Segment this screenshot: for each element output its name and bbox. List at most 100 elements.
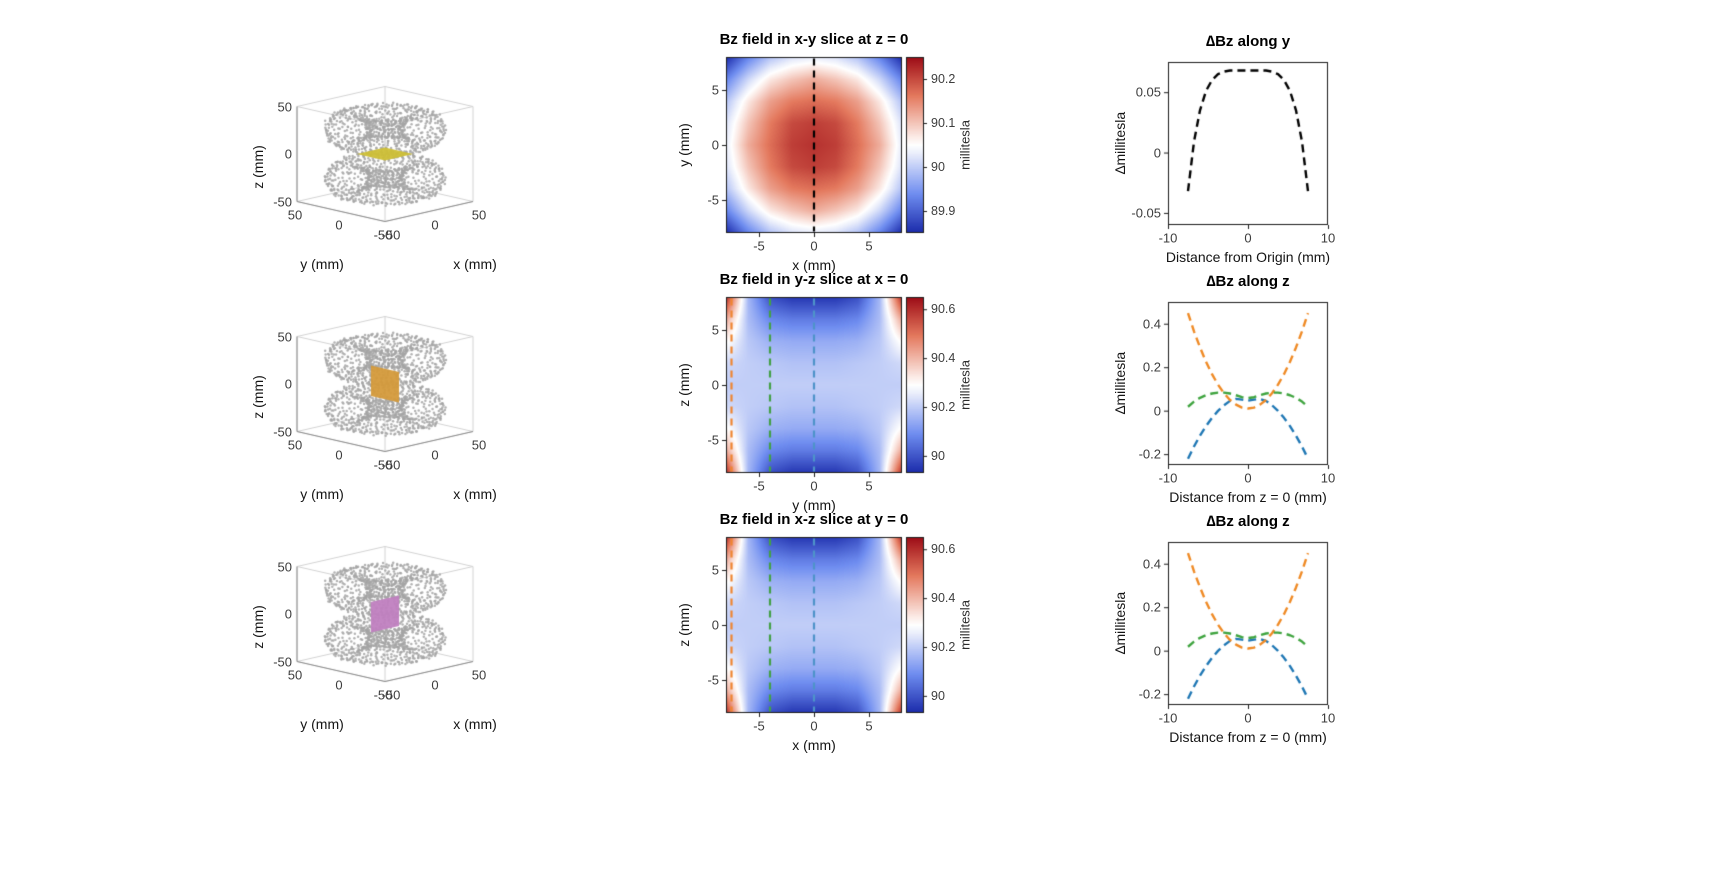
x-axis-label: x (mm) — [453, 486, 497, 502]
tick-label: 50 — [287, 207, 303, 222]
tick-label: -5 — [707, 192, 719, 208]
colorbar-label: millitesla — [957, 360, 973, 410]
subplot-coil3d-yz-slice: z (mm) y (mm) x (mm) 50 0 -50 50 0 -50 -50 0 50 — [250, 302, 550, 527]
tick-label: 0.05 — [1135, 84, 1161, 100]
tick-label: 90 — [931, 448, 945, 463]
tick-label: 90.2 — [931, 640, 956, 654]
subplot-heatmap-xy: Bz field in x-y slice at z = 0 y (mm) x … — [640, 30, 980, 282]
tick-label: 0 — [711, 137, 719, 153]
tick-label: -0.05 — [1131, 205, 1161, 221]
tick-label: -50 — [273, 654, 292, 669]
coil-3d-scatter-canvas — [270, 72, 540, 282]
tick-label: -50 — [373, 457, 393, 472]
tick-label: -5 — [753, 718, 765, 734]
tick-label: 50 — [287, 667, 303, 682]
tick-label: 10 — [1320, 710, 1336, 726]
tick-label: -50 — [381, 687, 401, 702]
tick-label: -5 — [753, 478, 765, 494]
tick-label: 90.4 — [931, 351, 956, 366]
tick-label: 90.4 — [931, 591, 956, 606]
y-axis-label: y (mm) — [300, 486, 344, 502]
tick-label: 5 — [711, 322, 719, 338]
tick-label: -5 — [707, 672, 719, 688]
x-axis-label: x (mm) — [792, 257, 836, 273]
tick-label: 5 — [865, 718, 873, 734]
x-axis-label: x (mm) — [792, 737, 836, 753]
coil-3d-scatter-canvas — [270, 532, 540, 742]
tick-label: -50 — [273, 424, 292, 439]
heatmap-canvas — [640, 30, 980, 282]
tick-label: 5 — [865, 478, 873, 494]
tick-label: 0 — [284, 146, 292, 162]
tick-label: 0 — [431, 217, 439, 232]
y-axis-label: ∆millitesla — [1112, 351, 1128, 415]
tick-label: -5 — [753, 238, 765, 254]
subplot-heatmap-yz: Bz field in y-z slice at x = 0 z (mm) y … — [640, 270, 980, 522]
tick-label: -0.2 — [1138, 686, 1161, 702]
tick-label: -50 — [373, 227, 393, 242]
y-axis-label: z (mm) — [676, 603, 692, 647]
tick-label: 0 — [335, 677, 343, 692]
z-axis-label: z (mm) — [250, 375, 266, 419]
line-plot-canvas — [1095, 270, 1415, 510]
tick-label: 5 — [711, 82, 719, 98]
tick-label: 5 — [711, 562, 719, 578]
tick-label: 0.4 — [1142, 316, 1161, 332]
x-axis-label: x (mm) — [453, 716, 497, 732]
tick-label: -10 — [1158, 230, 1178, 246]
tick-label: 0 — [1244, 710, 1252, 726]
y-axis-label: z (mm) — [676, 363, 692, 407]
tick-label: 90.1 — [931, 116, 956, 130]
tick-label: 10 — [1320, 470, 1336, 486]
line-plot-canvas — [1095, 510, 1415, 750]
tick-label: 0.4 — [1142, 556, 1161, 572]
tick-label: 50 — [471, 437, 487, 452]
x-axis-label: Distance from Origin (mm) — [1165, 249, 1331, 265]
tick-label: 10 — [1320, 230, 1336, 246]
y-axis-label: y (mm) — [300, 716, 344, 732]
subplot-coil3d-xy-slice: z (mm) y (mm) x (mm) 50 0 -50 50 0 -50 -50 0 50 — [250, 72, 550, 297]
tick-label: 90 — [931, 688, 945, 703]
tick-label: 0 — [335, 447, 343, 462]
tick-label: 50 — [471, 207, 487, 222]
tick-label: -10 — [1158, 710, 1178, 726]
tick-label: 50 — [471, 667, 487, 682]
tick-label: 0 — [711, 617, 719, 633]
tick-label: 50 — [277, 559, 292, 574]
tick-label: 50 — [287, 437, 303, 452]
tick-label: -50 — [381, 457, 401, 472]
tick-label: -0.2 — [1138, 446, 1161, 462]
tick-label: 0 — [431, 447, 439, 462]
tick-label: 90 — [931, 160, 945, 174]
tick-label: 0 — [431, 677, 439, 692]
x-axis-label: y (mm) — [792, 497, 836, 513]
subplot-coil3d-xz-slice: z (mm) y (mm) x (mm) 50 0 -50 50 0 -50 -50 0 50 — [250, 532, 550, 757]
tick-label: 90.2 — [931, 72, 956, 86]
tick-label: 89.9 — [931, 204, 956, 218]
subplot-line-dbz-along-z-1: ∆Bz along z ∆millitesla Distance from z … — [1095, 270, 1415, 510]
y-axis-label: ∆millitesla — [1112, 111, 1128, 175]
tick-label: -5 — [707, 432, 719, 448]
tick-label: 90.2 — [931, 400, 956, 414]
tick-label: 0 — [711, 377, 719, 393]
tick-label: 0 — [1244, 470, 1252, 486]
tick-label: -50 — [373, 687, 393, 702]
tick-label: 0 — [1153, 403, 1161, 419]
tick-label: 0 — [284, 376, 292, 392]
tick-label: 0 — [1244, 230, 1252, 246]
tick-label: 5 — [865, 238, 873, 254]
colorbar-label: millitesla — [957, 120, 973, 170]
subplot-line-dbz-along-z-2: ∆Bz along z ∆millitesla Distance from z … — [1095, 510, 1415, 750]
tick-label: 0 — [810, 718, 818, 734]
tick-label: 0 — [284, 606, 292, 622]
tick-label: 0 — [810, 238, 818, 254]
x-axis-label: Distance from z = 0 (mm) — [1169, 489, 1327, 505]
tick-label: -50 — [381, 227, 401, 242]
y-axis-label: y (mm) — [676, 123, 692, 167]
subplot-heatmap-xz: Bz field in x-z slice at y = 0 z (mm) x … — [640, 510, 980, 762]
tick-label: 0.2 — [1142, 359, 1161, 375]
tick-label: 90.6 — [931, 542, 956, 557]
tick-label: -10 — [1158, 470, 1178, 486]
tick-label: 0 — [1153, 643, 1161, 659]
